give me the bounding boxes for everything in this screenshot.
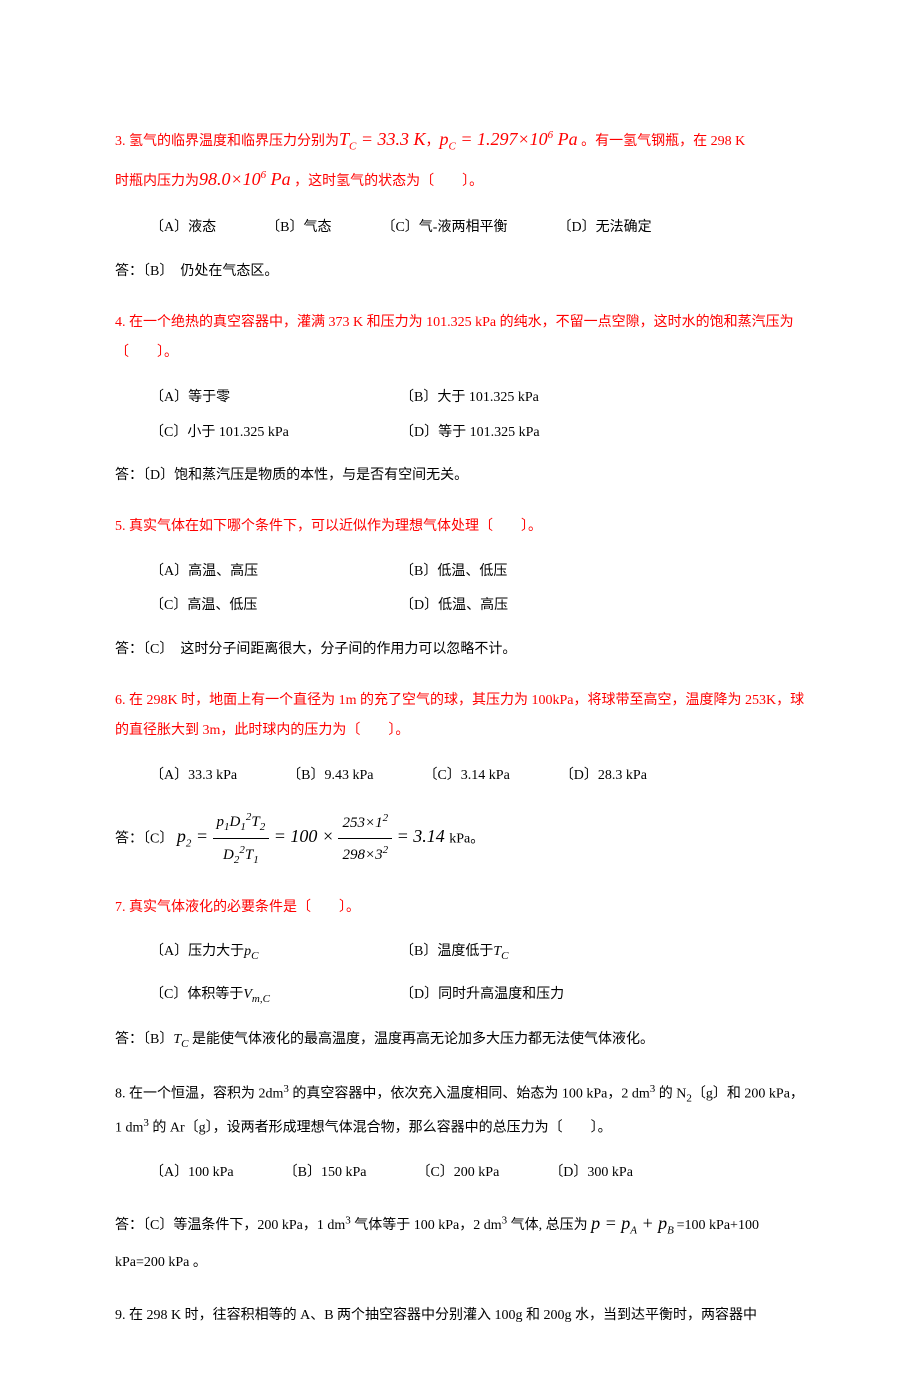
q3-pc-sub: C — [449, 141, 456, 153]
q3-opt-b: 〔B〕气态 — [266, 217, 331, 239]
q4-opt-a: 〔A〕等于零 — [150, 387, 400, 409]
q5-opt-b: 〔B〕低温、低压 — [400, 561, 650, 583]
q6-num2: 253×12 — [338, 807, 392, 839]
q6-opt-c: 〔C〕3.14 kPa — [423, 765, 509, 787]
q8-opt-b: 〔B〕150 kPa — [284, 1162, 367, 1184]
q4-answer: 答：〔D〕饱和蒸汽压是物质的本性，与是否有空间无关。 — [115, 462, 805, 490]
q6-den1: D22T1 — [213, 839, 270, 871]
q4-opt-b: 〔B〕大于 101.325 kPa — [400, 387, 650, 409]
q3-pressure-unit: Pa — [266, 169, 291, 189]
q8-opt-d: 〔D〕300 kPa — [549, 1162, 633, 1184]
q5-opt-c: 〔C〕高温、低压 — [150, 595, 400, 617]
q3-pressure: 98.0×10 — [199, 169, 261, 189]
q6-opt-b: 〔B〕9.43 kPa — [287, 765, 373, 787]
q3-options: 〔A〕液态 〔B〕气态 〔C〕气-液两相平衡 〔D〕无法确定 — [115, 217, 805, 239]
q5-opt-a: 〔A〕高温、高压 — [150, 561, 400, 583]
q3-tc-eq: = 33.3 K — [356, 129, 425, 149]
q8-options: 〔A〕100 kPa 〔B〕150 kPa 〔C〕200 kPa 〔D〕300 … — [115, 1162, 805, 1184]
q3-tc-var: T — [339, 129, 349, 149]
q5-answer: 答：〔C〕 这时分子间距离很大，分子间的作用力可以忽略不计。 — [115, 636, 805, 664]
q3-opt-c: 〔C〕气-液两相平衡 — [381, 217, 507, 239]
q4-opt-d: 〔D〕等于 101.325 kPa — [400, 422, 650, 444]
q7-opt-c: 〔C〕体积等于Vm,C — [150, 984, 400, 1008]
q6-opt-a: 〔A〕33.3 kPa — [150, 765, 237, 787]
q7-options: 〔A〕压力大于pC 〔B〕温度低于TC 〔C〕体积等于Vm,C 〔D〕同时升高温… — [115, 941, 805, 1008]
question-9: 9. 在 298 K 时，往容积相等的 A、B 两个抽空容器中分别灌入 100g… — [115, 1301, 805, 1332]
q3-pc-eq: = 1.297×10 — [456, 129, 548, 149]
q3-answer: 答：〔B〕 仍处在气态区。 — [115, 258, 805, 286]
q6-options: 〔A〕33.3 kPa 〔B〕9.43 kPa 〔C〕3.14 kPa 〔D〕2… — [115, 765, 805, 787]
q6-mid: = 100 × — [269, 826, 338, 846]
q7-ans-post: 是能使气体液化的最高温度，温度再高无论加多大压力都无法使气体液化。 — [188, 1032, 654, 1047]
q6-eq: = — [191, 826, 212, 846]
q3-text-pre: 3. 氢气的临界温度和临界压力分别为 — [115, 134, 339, 149]
q6-opt-d: 〔D〕28.3 kPa — [560, 765, 647, 787]
q4-options: 〔A〕等于零 〔B〕大于 101.325 kPa 〔C〕小于 101.325 k… — [115, 387, 805, 444]
q6-den2: 298×32 — [338, 839, 392, 870]
q8-answer: 答：〔C〕等温条件下，200 kPa，1 dm3 气体等于 100 kPa，2 … — [115, 1202, 805, 1279]
q6-answer: 答：〔C〕 p2 = p1D12T2D22T1 = 100 × 253×1229… — [115, 806, 805, 871]
question-8: 8. 在一个恒温，容积为 2dm3 的真空容器中，依次充入温度相同、始态为 10… — [115, 1077, 805, 1144]
question-5: 5. 真实气体在如下哪个条件下，可以近似作为理想气体处理〔 〕。 — [115, 512, 805, 543]
q6-num1: p1D12T2 — [213, 806, 270, 839]
q7-answer: 答：〔B〕TC 是能使气体液化的最高温度，温度再高无论加多大压力都无法使气体液化… — [115, 1026, 805, 1055]
q7-ans-pre: 答：〔B〕 — [115, 1032, 173, 1047]
question-6: 6. 在 298K 时，地面上有一个直径为 1m 的充了空气的球，其压力为 10… — [115, 686, 805, 748]
q7-opt-d: 〔D〕同时升高温度和压力 — [400, 984, 650, 1008]
q6-unit: kPa。 — [449, 831, 484, 846]
question-7: 7. 真实气体液化的必要条件是〔 〕。 — [115, 893, 805, 924]
q3-post2: ，这时氢气的状态为〔 〕。 — [291, 174, 484, 189]
q3-comma: ， — [426, 134, 440, 149]
q6-lhs: p — [177, 826, 186, 846]
q3-opt-d: 〔D〕无法确定 — [557, 217, 651, 239]
q3-line2-pre: 时瓶内压力为 — [115, 174, 199, 189]
q3-opt-a: 〔A〕液态 — [150, 217, 216, 239]
q6-answer-pre: 答：〔C〕 — [115, 831, 173, 846]
q7-opt-a: 〔A〕压力大于pC — [150, 941, 400, 965]
q6-result: = 3.14 — [392, 826, 445, 846]
q8-opt-a: 〔A〕100 kPa — [150, 1162, 234, 1184]
question-3: 3. 氢气的临界温度和临界压力分别为TC = 33.3 K，pC = 1.297… — [115, 120, 805, 199]
q3-post1: 。有一氢气钢瓶，在 298 K — [578, 134, 746, 149]
q3-pc-var: p — [440, 129, 449, 149]
q7-opt-b: 〔B〕温度低于TC — [400, 941, 650, 965]
q3-pc-unit: Pa — [553, 129, 578, 149]
q8-opt-c: 〔C〕200 kPa — [416, 1162, 499, 1184]
question-4: 4. 在一个绝热的真空容器中，灌满 373 K 和压力为 101.325 kPa… — [115, 308, 805, 370]
q4-opt-c: 〔C〕小于 101.325 kPa — [150, 422, 400, 444]
q5-opt-d: 〔D〕低温、高压 — [400, 595, 650, 617]
q5-options: 〔A〕高温、高压 〔B〕低温、低压 〔C〕高温、低压 〔D〕低温、高压 — [115, 561, 805, 618]
